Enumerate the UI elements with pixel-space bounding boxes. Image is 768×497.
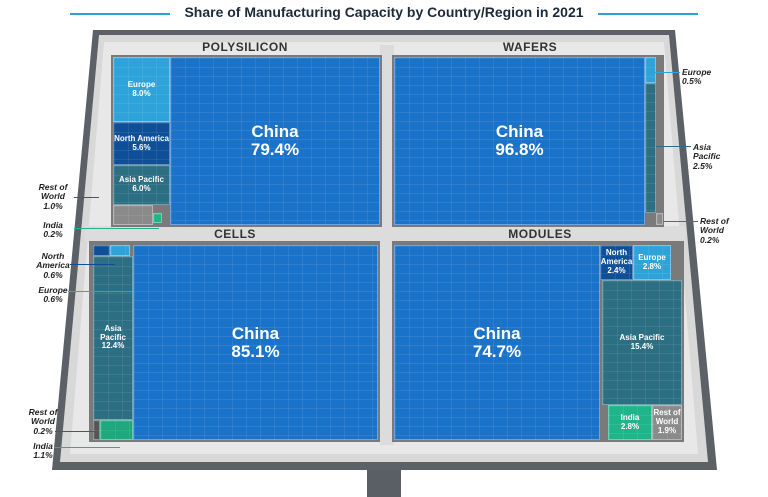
cells-china: China 85.1% bbox=[133, 245, 378, 440]
segment-label: India bbox=[620, 412, 640, 422]
segment-value: 2.8% bbox=[642, 261, 662, 271]
ext-value: 0.6% bbox=[43, 269, 63, 280]
ext-label: Rest of World bbox=[28, 407, 58, 427]
modules-europe: Europe 2.8% bbox=[633, 245, 671, 280]
cells-europe-label: Europe 0.6% bbox=[28, 285, 78, 305]
polysilicon-india-label: India 0.2% bbox=[28, 220, 78, 240]
wafers-china: China 96.8% bbox=[394, 57, 645, 225]
leader-line bbox=[55, 431, 95, 432]
segment-label: Europe bbox=[127, 79, 156, 89]
segment-label: North America bbox=[114, 133, 169, 143]
wafers-europe bbox=[645, 57, 656, 83]
title-rule-left bbox=[70, 13, 170, 15]
wafers-asia-pacific bbox=[645, 83, 656, 213]
leader-line bbox=[70, 264, 115, 265]
ext-value: 0.5% bbox=[682, 76, 702, 87]
panel-label-cells: CELLS bbox=[214, 227, 256, 241]
panel-label-polysilicon: POLYSILICON bbox=[202, 40, 288, 54]
chart-title: Share of Manufacturing Capacity by Count… bbox=[184, 4, 584, 20]
segment-value: 96.8% bbox=[495, 140, 544, 159]
polysilicon-rest-of-world bbox=[113, 205, 153, 225]
polysilicon-rest-of-world-label: Rest of World 1.0% bbox=[28, 182, 78, 211]
cells-asia-pacific: Asia Pacific 12.4% bbox=[93, 256, 133, 420]
modules-north-america: North America 2.4% bbox=[600, 245, 633, 280]
modules-rest-of-world: Rest of World 1.9% bbox=[652, 405, 682, 440]
segment-label: China bbox=[251, 122, 299, 142]
panel-label-modules: MODULES bbox=[508, 227, 572, 241]
cells-europe bbox=[110, 245, 130, 256]
leader-line bbox=[656, 146, 691, 147]
segment-label: Asia Pacific bbox=[100, 323, 126, 342]
leader-line bbox=[74, 228, 159, 229]
ext-label: North America bbox=[36, 251, 70, 271]
modules-india: India 2.8% bbox=[608, 405, 652, 440]
leader-line bbox=[655, 72, 680, 73]
cells-india bbox=[100, 420, 133, 440]
ext-value: 0.6% bbox=[43, 294, 63, 305]
segment-value: 6.0% bbox=[132, 184, 151, 193]
segment-value: 79.4% bbox=[250, 140, 300, 159]
ext-label: Rest of World bbox=[700, 216, 729, 236]
cells-india-label: India 1.1% bbox=[18, 441, 68, 461]
title-rule-right bbox=[598, 13, 698, 15]
polysilicon-north-america: North America 5.6% bbox=[113, 122, 170, 165]
segment-label: China bbox=[495, 122, 544, 142]
ext-label: Rest of World bbox=[38, 182, 68, 202]
ext-value: 2.5% bbox=[693, 160, 713, 171]
segment-label: Europe bbox=[638, 252, 666, 262]
wafers-rest-of-world-label: Rest of World 0.2% bbox=[700, 216, 740, 245]
polysilicon-asia-pacific: Asia Pacific 6.0% bbox=[113, 165, 170, 205]
ext-value: 1.0% bbox=[43, 200, 63, 211]
segment-value: 2.8% bbox=[620, 421, 640, 431]
cells-rest-of-world-label: Rest of World 0.2% bbox=[18, 407, 68, 436]
ext-label: India bbox=[43, 220, 63, 230]
modules-asia-pacific: Asia Pacific 15.4% bbox=[602, 280, 682, 405]
modules-china: China 74.7% bbox=[394, 245, 600, 440]
segment-value: 2.4% bbox=[607, 265, 626, 275]
panel-label-wafers: WAFERS bbox=[502, 40, 558, 54]
leader-line bbox=[74, 197, 99, 198]
polysilicon-china: China 79.4% bbox=[170, 57, 380, 225]
segment-value: 74.7% bbox=[472, 341, 522, 361]
segment-label: Asia Pacific bbox=[119, 175, 164, 185]
wafers-rest-of-world bbox=[656, 213, 663, 225]
leader-line bbox=[663, 221, 698, 222]
segment-label: North America bbox=[600, 248, 633, 267]
leader-line bbox=[55, 447, 120, 448]
ext-value: 0.2% bbox=[43, 229, 63, 240]
ext-label: Asia Pacific bbox=[693, 142, 721, 162]
polysilicon-europe: Europe 8.0% bbox=[113, 57, 170, 122]
segment-value: 5.6% bbox=[132, 142, 151, 152]
segment-label: Rest of World bbox=[653, 408, 681, 427]
cells-north-america bbox=[93, 245, 110, 256]
segment-value: 8.0% bbox=[132, 88, 151, 98]
ext-value: 0.2% bbox=[33, 425, 53, 436]
segment-value: 15.4% bbox=[630, 341, 654, 351]
ext-label: India bbox=[33, 441, 53, 451]
ext-value: 1.1% bbox=[33, 450, 53, 461]
segment-value: 85.1% bbox=[231, 341, 280, 361]
segment-label: China bbox=[231, 323, 280, 343]
ext-value: 0.2% bbox=[700, 234, 720, 245]
segment-value: 12.4% bbox=[101, 341, 125, 351]
wafers-europe-label: Europe 0.5% bbox=[682, 67, 722, 87]
segment-label: Asia Pacific bbox=[619, 332, 665, 342]
leader-line bbox=[68, 291, 132, 292]
ext-label: Europe bbox=[38, 285, 68, 295]
cells-north-america-label: North America 0.6% bbox=[28, 251, 78, 280]
segment-label: China bbox=[473, 323, 521, 343]
ext-label: Europe bbox=[682, 67, 712, 77]
segment-value: 1.9% bbox=[657, 425, 677, 435]
cells-rest-of-world bbox=[93, 420, 100, 440]
polysilicon-india bbox=[153, 213, 162, 223]
wafers-asia-pacific-label: Asia Pacific 2.5% bbox=[693, 142, 733, 171]
